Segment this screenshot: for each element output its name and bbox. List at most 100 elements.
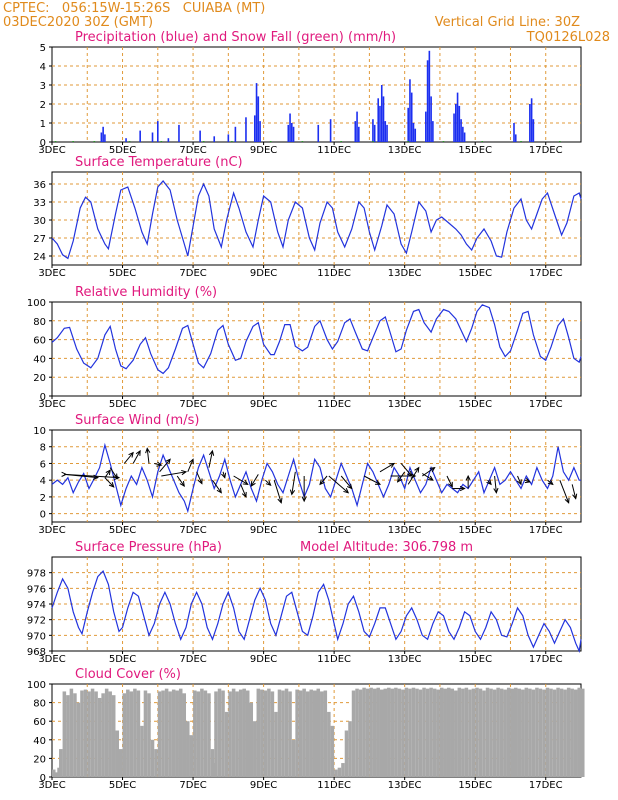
x-tick-label: 7DEC	[179, 525, 206, 536]
cloud-cover-bar	[341, 763, 345, 777]
y-tick-label: 1	[40, 119, 46, 130]
snow-bar	[231, 141, 233, 142]
cloud-cover-bar	[298, 690, 303, 777]
cloud-cover-bar	[291, 739, 296, 777]
precip-bar	[354, 121, 357, 142]
precip-bar	[259, 121, 261, 142]
cloud-cover-bar	[52, 769, 56, 777]
cloud-cover-bar	[207, 693, 211, 777]
cloud-cover-bar	[284, 688, 289, 777]
cloud-cover-bar	[372, 688, 377, 777]
x-tick-label: 17DEC	[529, 525, 563, 536]
cloud-cover-bar	[256, 688, 261, 777]
snow-bar	[301, 141, 304, 142]
cloud-cover-bar	[531, 689, 536, 777]
cloud-cover-bar	[499, 688, 504, 777]
y-tick-label: 27	[33, 234, 46, 245]
cloud-cover-bar	[503, 689, 507, 777]
precip-bar	[356, 111, 358, 142]
cloud-cover-bar	[355, 688, 359, 777]
cloud-cover-bar	[62, 691, 67, 777]
x-tick-label: 7DEC	[179, 780, 206, 791]
wind-arrow	[273, 480, 282, 503]
precip-bar	[453, 113, 455, 142]
wind-arrow-head	[197, 478, 203, 485]
precip-bar	[455, 104, 457, 142]
cloud-cover-bar	[157, 691, 162, 777]
y-tick-label: 100	[27, 298, 46, 309]
wind-arrow	[196, 471, 203, 484]
y-tick-label: 2	[40, 100, 46, 111]
wind-arrow	[161, 471, 187, 477]
cloud-cover-bar	[238, 689, 243, 777]
precip-bar	[530, 98, 533, 142]
cloud-cover-bar	[517, 688, 522, 777]
cloud-cover-bar	[436, 689, 440, 777]
wind-arrow	[233, 475, 248, 485]
cloud-cover-bar	[126, 689, 130, 777]
precip-bar	[529, 104, 531, 142]
x-tick-label: 15DEC	[458, 525, 492, 536]
cloud-cover-bar	[394, 687, 398, 777]
y-tick-label: 978	[27, 569, 46, 580]
precip-bar	[532, 119, 535, 142]
precip-bar	[104, 134, 106, 142]
y-tick-label: 0	[40, 138, 46, 149]
precip-bar	[139, 130, 141, 142]
cloud-cover-bar	[235, 691, 239, 777]
wind-arrow-head	[414, 466, 420, 473]
wind-arrow	[265, 479, 271, 486]
x-tick-label: 13DEC	[388, 145, 422, 156]
x-tick-label: 13DEC	[388, 654, 422, 665]
header-grid-note: Vertical Grid Line: 30Z	[435, 15, 580, 30]
cloud-cover-bar	[461, 688, 465, 777]
cloud-cover-bar	[101, 693, 105, 777]
cloud-cover-bar	[87, 691, 91, 777]
y-tick-label: 80	[33, 317, 46, 328]
wind-panel: Surface Wind (m/s) 0 2 4 6 8 10 3DEC 5DEC 7DEC 9D…	[33, 413, 582, 536]
cloud-cover-bar	[203, 690, 208, 777]
x-tick-label: 17DEC	[529, 654, 563, 665]
wind-arrow-head	[396, 476, 403, 483]
cloud-cover-bar	[492, 689, 497, 777]
cloud-cover-bar	[432, 688, 437, 777]
cloud-cover-bar	[334, 769, 338, 777]
cloud-cover-bar	[464, 687, 469, 777]
wind-arrow-head	[564, 497, 570, 504]
precip-bar	[380, 85, 383, 142]
precip-bar	[513, 123, 515, 142]
cloud-cover-bar	[193, 690, 197, 777]
precip-bar	[514, 134, 517, 142]
x-tick-label: 5DEC	[109, 654, 136, 665]
x-tick-label: 3DEC	[38, 399, 65, 410]
cloud-cover-bar	[136, 690, 141, 777]
cloud-cover-bar	[217, 688, 222, 777]
cloud-cover-bar	[221, 690, 225, 777]
x-tick-label: 5DEC	[109, 780, 136, 791]
cloud-cover-bar	[496, 687, 500, 777]
cloud-cover-bar	[253, 721, 257, 777]
cloud-cover-bar	[175, 690, 179, 777]
snow-bar	[520, 141, 522, 142]
wind-arrow-head	[92, 474, 99, 480]
wind-arrow	[319, 475, 328, 485]
cloud-cover-bar	[164, 688, 169, 777]
wind-arrow	[291, 471, 296, 495]
cloud-cover-bar	[538, 688, 543, 777]
x-tick-label: 15DEC	[458, 654, 492, 665]
wind-arrow-head	[241, 491, 247, 498]
cloud-cover-bar	[408, 688, 412, 777]
cloud-cover-bar	[161, 690, 165, 777]
cloud-cover-bar	[577, 687, 581, 777]
cloud-cover-bar	[439, 687, 444, 777]
precip-bar	[430, 96, 432, 142]
y-tick-label: 8	[40, 443, 46, 454]
snow-bar	[128, 141, 131, 142]
precip-bar	[213, 136, 216, 142]
plot-frame	[51, 429, 582, 523]
wind-arrow-head	[105, 469, 111, 476]
cloud-cover-bar	[224, 711, 229, 777]
temperature-panel: Surface Temperature (nC) 24 27 30 33 36 3DEC 5…	[33, 155, 582, 279]
wind-arrow	[159, 458, 171, 473]
